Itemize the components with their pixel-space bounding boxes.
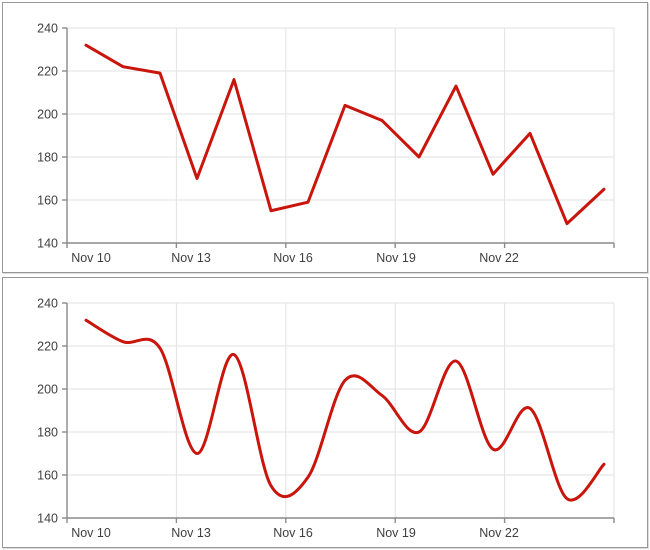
- x-tick-label: Nov 13: [171, 526, 211, 540]
- series-line: [84, 318, 606, 502]
- x-tick-label: Nov 10: [71, 251, 111, 265]
- x-tick-label: Nov 10: [71, 526, 111, 540]
- y-tick-label: 180: [37, 426, 58, 440]
- straight-line-chart-panel: 240 220 200 180 160 140 Nov 10 Nov 13 Nov 16 Nov …: [2, 2, 648, 273]
- y-tick-label: 200: [37, 383, 58, 397]
- y-tick-label: 240: [37, 297, 58, 311]
- line-chart-smoothed: 240 220 200 180 160 140 Nov 10 Nov 13 Nov 16 Nov …: [37, 297, 615, 540]
- y-tick-label: 160: [37, 194, 58, 208]
- x-tick-label: Nov 22: [479, 251, 519, 265]
- x-tick-label: Nov 19: [376, 526, 416, 540]
- y-tick-label: 200: [37, 108, 58, 122]
- y-tick-label: 140: [37, 512, 58, 526]
- line-chart-straight: 240 220 200 180 160 140 Nov 10 Nov 13 Nov 16 Nov …: [37, 22, 615, 265]
- x-tick-label: Nov 16: [273, 251, 313, 265]
- y-tick-label: 220: [37, 65, 58, 79]
- y-tick-label: 240: [37, 22, 58, 36]
- series-line: [84, 43, 606, 226]
- y-tick-label: 220: [37, 340, 58, 354]
- y-tick-label: 160: [37, 469, 58, 483]
- smoothed-line-chart-panel: 240 220 200 180 160 140 Nov 10 Nov 13 Nov 16 Nov …: [2, 277, 648, 548]
- x-tick-label: Nov 19: [376, 251, 416, 265]
- y-tick-label: 180: [37, 151, 58, 165]
- x-tick-label: Nov 22: [479, 526, 519, 540]
- x-tick-label: Nov 13: [171, 251, 211, 265]
- x-tick-label: Nov 16: [273, 526, 313, 540]
- y-tick-label: 140: [37, 237, 58, 251]
